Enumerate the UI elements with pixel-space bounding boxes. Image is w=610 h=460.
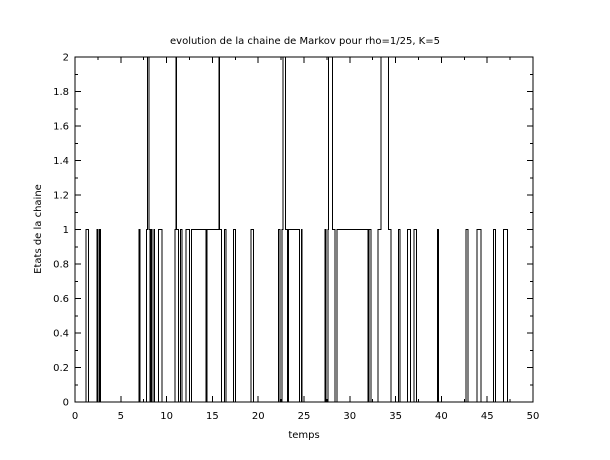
- x-tick-label: 5: [118, 411, 124, 422]
- y-tick-label: 1.8: [53, 87, 69, 98]
- y-axis-label: Etats de la chaine: [33, 184, 44, 274]
- chart-title: evolution de la chaine de Markov pour rh…: [170, 36, 440, 47]
- axis-ticks: [74, 56, 534, 403]
- tick-labels: 0 5 10 15 20 25 30 35 40 45 50 0 0.2 0.4 0.6 0.8 1 1.2 1.4…: [53, 53, 539, 423]
- series-line-markov-state: [75, 56, 533, 403]
- x-tick-label: 40: [435, 411, 448, 422]
- y-tick-label: 1.4: [53, 156, 69, 167]
- x-tick-label: 35: [389, 411, 402, 422]
- x-tick-label: 10: [160, 411, 173, 422]
- y-tick-label: 2: [63, 53, 69, 64]
- y-tick-label: 0: [63, 398, 69, 409]
- x-tick-label: 30: [343, 411, 356, 422]
- y-tick-label: 0.6: [53, 294, 69, 305]
- x-tick-label: 50: [527, 411, 540, 422]
- x-tick-label: 25: [298, 411, 311, 422]
- x-tick-label: 45: [481, 411, 494, 422]
- y-tick-label: 0.4: [53, 329, 69, 340]
- x-axis-label: temps: [288, 430, 319, 441]
- y-tick-label: 0.8: [53, 260, 69, 271]
- x-tick-label: 15: [206, 411, 219, 422]
- plot-area-frame: [74, 56, 534, 403]
- x-tick-label: 0: [72, 411, 78, 422]
- y-tick-label: 1: [63, 225, 69, 236]
- y-tick-label: 0.2: [53, 363, 69, 374]
- x-tick-label: 20: [252, 411, 265, 422]
- y-tick-label: 1.2: [53, 191, 69, 202]
- y-tick-label: 1.6: [53, 122, 69, 133]
